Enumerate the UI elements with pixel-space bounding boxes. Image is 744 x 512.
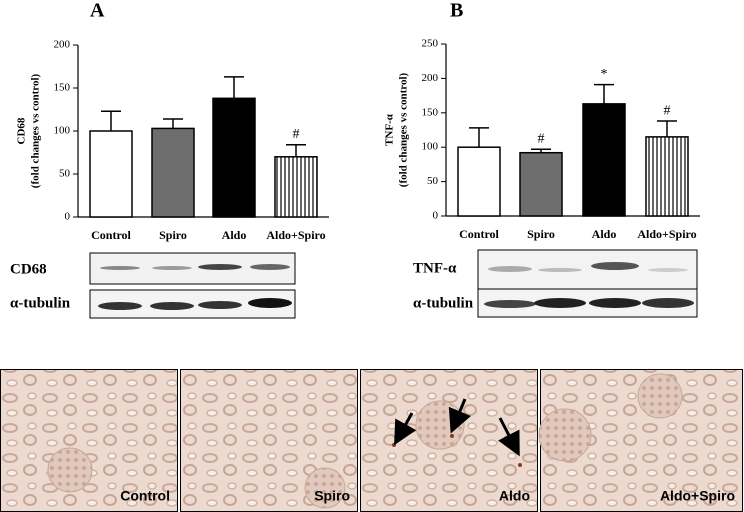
bar xyxy=(582,103,626,217)
y-tick-label: 100 xyxy=(422,141,439,153)
x-tick-label: Aldo+Spiro xyxy=(637,227,696,241)
bar xyxy=(212,97,256,218)
y-tick-label: 0 xyxy=(65,211,71,223)
panel-label: B xyxy=(450,0,463,22)
y-axis-label: CD68 xyxy=(16,117,28,144)
blot-b: TNF-α α-tubulin xyxy=(413,249,698,318)
annotation: # xyxy=(538,131,545,146)
histology-label: Spiro xyxy=(314,488,350,504)
x-tick-label: Control xyxy=(91,228,131,242)
y-axis-label: (fold changes vs control) xyxy=(30,73,42,188)
bar xyxy=(645,136,689,217)
y-tick-label: 200 xyxy=(422,72,439,84)
histology-label: Aldo+Spiro xyxy=(660,488,735,504)
x-tick-label: Control xyxy=(459,227,499,241)
blot-label: CD68 xyxy=(10,261,47,277)
panel-label: A xyxy=(90,0,105,22)
x-tick-label: Spiro xyxy=(159,228,187,242)
bar xyxy=(519,151,563,217)
x-tick-label: Aldo xyxy=(592,227,617,241)
histology-label: Aldo xyxy=(499,488,530,504)
histology-label: Control xyxy=(120,488,170,504)
bar xyxy=(89,130,133,218)
y-tick-label: 150 xyxy=(54,82,71,94)
blot-label: α-tubulin xyxy=(413,295,474,311)
annotation: * xyxy=(601,67,608,82)
y-tick-label: 50 xyxy=(59,168,71,180)
y-tick-label: 150 xyxy=(422,106,439,118)
blot-label: TNF-α xyxy=(413,260,457,276)
bar xyxy=(457,146,501,217)
histology: Control Spiro Aldo Aldo+Spiro xyxy=(0,369,743,512)
blot-label: α-tubulin xyxy=(10,295,71,311)
y-axis-label: (fold changes vs control) xyxy=(398,72,410,187)
annotation: # xyxy=(293,127,300,142)
x-tick-label: Aldo xyxy=(222,228,247,242)
blot-a: CD68 α-tubulin xyxy=(10,252,296,319)
y-tick-label: 200 xyxy=(54,39,71,51)
y-axis-label: TNF-α xyxy=(384,113,396,146)
bar xyxy=(274,156,318,218)
y-tick-label: 0 xyxy=(433,210,439,222)
annotation: # xyxy=(664,103,671,118)
y-tick-label: 100 xyxy=(54,125,71,137)
y-tick-label: 50 xyxy=(427,175,439,187)
y-tick-label: 250 xyxy=(422,38,439,50)
bar xyxy=(151,127,195,218)
x-tick-label: Aldo+Spiro xyxy=(266,228,325,242)
x-tick-label: Spiro xyxy=(527,227,555,241)
